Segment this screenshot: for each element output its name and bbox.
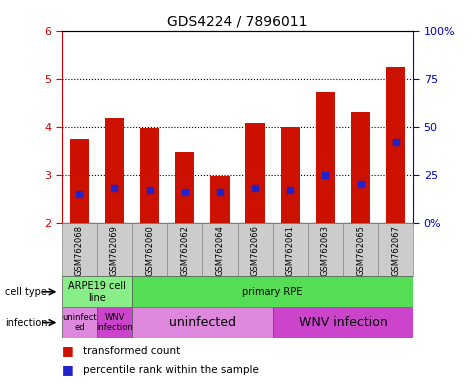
Bar [97,223,132,276]
Bar [273,223,308,276]
Text: uninfected: uninfected [169,316,236,329]
Text: infection: infection [5,318,47,328]
Text: GSM762062: GSM762062 [180,225,189,276]
Bar [175,152,194,223]
Text: WNV
infection: WNV infection [96,313,133,332]
Bar [105,118,124,223]
Bar [308,223,343,276]
Text: cell type: cell type [5,287,47,297]
Text: GSM762065: GSM762065 [356,225,365,276]
Bar [238,223,273,276]
Bar [378,223,413,276]
Text: percentile rank within the sample: percentile rank within the sample [83,364,259,375]
Bar [281,127,300,223]
Text: ■: ■ [62,344,74,357]
Bar [351,112,370,223]
Bar [70,139,89,223]
Bar [132,307,273,338]
Bar [273,307,413,338]
Bar [132,276,413,307]
Bar [140,127,159,223]
Text: ARPE19 cell
line: ARPE19 cell line [68,281,126,303]
Text: primary RPE: primary RPE [242,287,303,297]
Title: GDS4224 / 7896011: GDS4224 / 7896011 [167,14,308,28]
Text: ■: ■ [62,363,74,376]
Bar [202,223,238,276]
Bar [132,223,167,276]
Text: GSM762066: GSM762066 [251,225,259,276]
Text: GSM762060: GSM762060 [145,225,154,276]
Bar [316,92,335,223]
Bar [343,223,378,276]
Text: GSM762063: GSM762063 [321,225,330,276]
Text: uninfect
ed: uninfect ed [62,313,96,332]
Bar [62,276,132,307]
Text: WNV infection: WNV infection [299,316,387,329]
Bar [97,307,132,338]
Bar [210,176,229,223]
Bar [62,223,97,276]
Text: GSM762067: GSM762067 [391,225,400,276]
Text: transformed count: transformed count [83,346,180,356]
Bar [386,67,405,223]
Bar [167,223,202,276]
Text: GSM762069: GSM762069 [110,225,119,276]
Text: GSM762061: GSM762061 [286,225,294,276]
Bar [62,307,97,338]
Bar [246,123,265,223]
Text: GSM762068: GSM762068 [75,225,84,276]
Text: GSM762064: GSM762064 [216,225,224,276]
